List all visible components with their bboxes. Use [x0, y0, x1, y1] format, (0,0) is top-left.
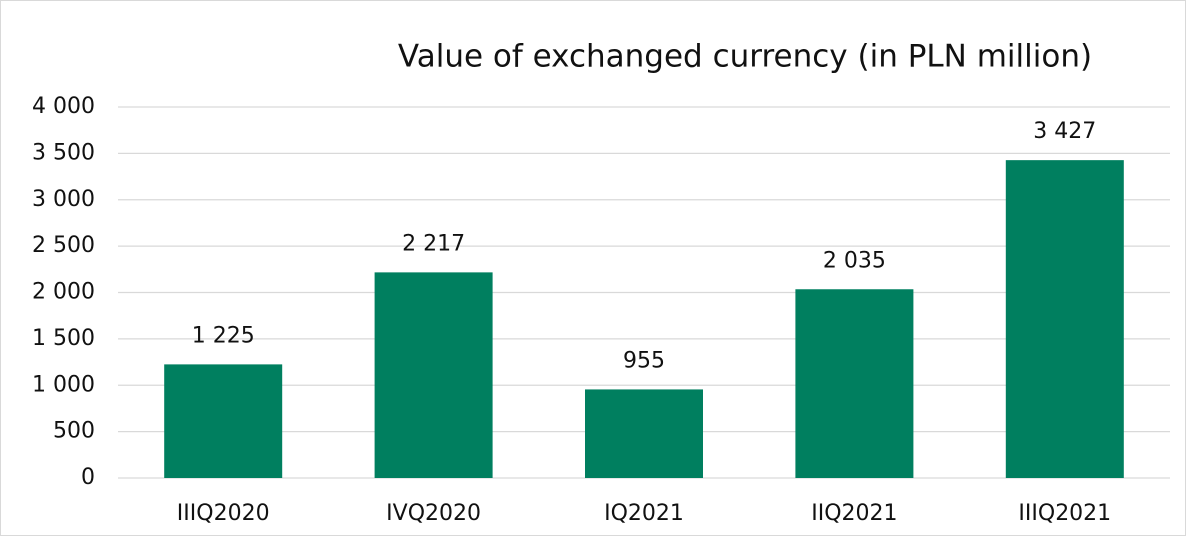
y-tick-label: 4 000	[32, 94, 95, 119]
y-tick-label: 500	[53, 419, 95, 444]
y-tick-label: 0	[81, 465, 95, 490]
y-tick-label: 3 000	[32, 187, 95, 212]
data-label: 2 217	[402, 231, 465, 256]
x-tick-label: IIQ2021	[811, 501, 897, 526]
x-tick-label: IVQ2020	[386, 501, 481, 526]
x-tick-label: IIIQ2021	[1018, 501, 1111, 526]
data-label: 1 225	[192, 323, 255, 348]
bar	[374, 272, 493, 478]
data-label: 2 035	[823, 248, 886, 273]
data-label: 3 427	[1033, 119, 1096, 144]
data-label: 955	[623, 348, 665, 373]
y-tick-label: 3 500	[32, 140, 95, 165]
y-tick-label: 1 500	[32, 326, 95, 351]
y-tick-label: 2 000	[32, 280, 95, 305]
x-tick-label: IQ2021	[604, 501, 684, 526]
bar	[795, 289, 914, 478]
y-tick-label: 2 500	[32, 233, 95, 258]
bar	[1005, 160, 1124, 478]
x-tick-label: IIIQ2020	[177, 501, 270, 526]
bar	[585, 389, 703, 478]
chart-title: Value of exchanged currency (in PLN mill…	[398, 39, 1092, 75]
bar	[164, 364, 283, 478]
y-tick-label: 1 000	[32, 372, 95, 397]
